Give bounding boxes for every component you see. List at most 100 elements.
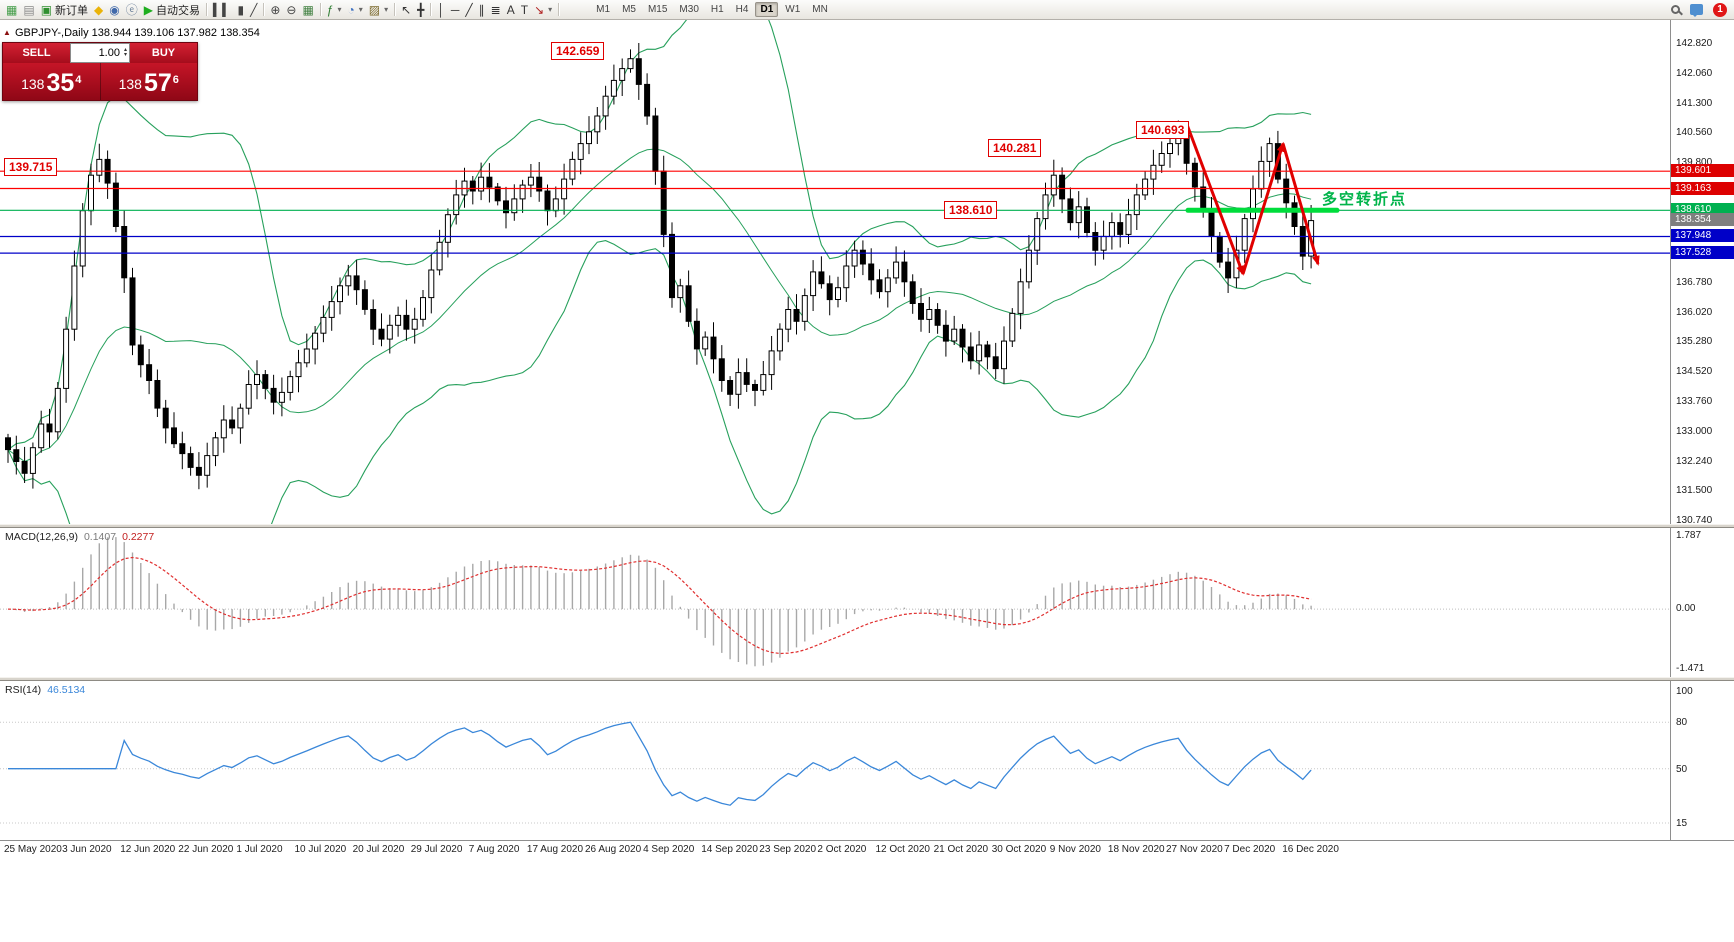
cursor-glyph: ↖ <box>401 2 412 17</box>
date-label: 30 Oct 2020 <box>991 844 1047 855</box>
options-icon[interactable]: ◉ <box>106 1 122 19</box>
crosshair-glyph: ╋ <box>417 2 425 17</box>
macd-axis-value: 1.787 <box>1676 530 1702 541</box>
zoom-out-glyph: ⊖ <box>286 2 297 17</box>
sell-price-sup: 4 <box>75 74 82 86</box>
horizontal-line-icon[interactable]: ─ <box>448 1 463 19</box>
price-chart[interactable] <box>0 20 1670 524</box>
toolbar-separator <box>319 3 321 16</box>
trendline-icon[interactable]: ╱ <box>462 1 475 19</box>
autotrade-button[interactable]: ▶ 自动交易 <box>141 1 203 19</box>
panel-separator[interactable] <box>0 677 1734 681</box>
sell-button[interactable]: SELL <box>3 43 70 63</box>
notification-badge[interactable]: 1 <box>1713 2 1727 17</box>
dropdown-arrow-icon[interactable]: ▾ <box>358 5 363 14</box>
dropdown-arrow-icon[interactable]: ▾ <box>384 5 389 14</box>
timeframe-d1[interactable]: D1 <box>755 2 779 17</box>
chart-candles-glyph: ▮ <box>237 2 245 17</box>
indicators-icon[interactable]: ƒ ▾ <box>324 1 345 19</box>
new-order-label: 新订单 <box>55 4 89 17</box>
rsi-panel: RSI(14) 46.5134 100 80 50 15 <box>0 681 1734 840</box>
chart-line-icon[interactable]: ╱ <box>247 1 260 19</box>
date-label: 18 Nov 2020 <box>1107 844 1165 855</box>
price-annotation[interactable]: 140.281 <box>988 139 1042 157</box>
timeframe-m5[interactable]: M5 <box>622 4 636 15</box>
timeframe-mn[interactable]: MN <box>812 4 828 15</box>
toolbar-items: ▦ ▤ ▣ 新订单 ◆ ◉ ⓔ ▶ 自动交易 ▍▍ ▮ ╱ ⊕ ⊖ ▦ ƒ ▾ ◔ ▾ ▨ ▾ ↖ ╋ │ ─ ╱ ∥ ≣ A T ↘ ▾ <box>3 1 562 19</box>
macd-value-main: 0.1407 <box>83 531 117 543</box>
volume-spinner[interactable]: ▴ ▾ <box>123 47 127 58</box>
panel-separator[interactable] <box>0 524 1734 528</box>
date-label: 21 Oct 2020 <box>933 844 989 855</box>
macd-axis[interactable]: 1.787 0.00 -1.471 <box>1670 528 1734 677</box>
timeframe-m1[interactable]: M1 <box>596 4 611 15</box>
zoom-in-icon[interactable]: ⊕ <box>267 1 283 19</box>
timeframe-m30[interactable]: M30 <box>679 4 699 15</box>
fibonacci-icon[interactable]: ≣ <box>488 1 504 19</box>
rsi-axis[interactable]: 100 80 50 15 <box>1670 681 1734 840</box>
equidistant-channel-icon[interactable]: ∥ <box>476 1 488 19</box>
price-tick: 132.240 <box>1676 455 1713 467</box>
date-label: 17 Aug 2020 <box>526 844 584 855</box>
rsi-axis-value: 15 <box>1676 817 1688 829</box>
price-tick: 136.020 <box>1676 306 1713 318</box>
price-line-tag: 139.601 <box>1671 164 1734 178</box>
cursor-icon[interactable]: ↖ <box>398 1 414 19</box>
date-label: 25 May 2020 <box>4 844 62 855</box>
zoom-out-icon[interactable]: ⊖ <box>283 1 299 19</box>
price-tick: 135.280 <box>1676 335 1713 347</box>
turning-point-note[interactable]: 多空转折点 <box>1322 191 1408 208</box>
new-chart-icon[interactable]: ▦ <box>3 1 20 19</box>
volume-input[interactable]: 1.00 ▴ ▾ <box>70 43 130 63</box>
text-icon[interactable]: A <box>504 1 518 19</box>
trendline-glyph: ╱ <box>465 2 473 17</box>
templates-icon[interactable]: ▨ ▾ <box>366 1 391 19</box>
crosshair-icon[interactable]: ╋ <box>414 1 427 19</box>
rsi-value: 46.5134 <box>47 684 86 696</box>
chat-icon[interactable] <box>1690 4 1703 17</box>
price-tick: 133.760 <box>1676 395 1713 407</box>
buy-price-main: 138 <box>118 76 142 92</box>
price-annotation[interactable]: 139.715 <box>4 158 58 176</box>
timeframe-w1[interactable]: W1 <box>785 4 801 15</box>
date-axis[interactable]: 25 May 2020 3 Jun 2020 12 Jun 2020 22 Jun 2… <box>0 840 1734 858</box>
new-order-button[interactable]: ▣ 新订单 <box>38 1 91 19</box>
buy-price[interactable]: 138 57 6 <box>99 63 198 100</box>
profiles-icon[interactable]: ▤ <box>20 1 37 19</box>
search-icon[interactable] <box>1671 5 1680 14</box>
periods-glyph: ◔ <box>347 2 355 17</box>
date-label: 3 Jun 2020 <box>62 844 112 855</box>
text-label-icon[interactable]: T <box>518 1 531 19</box>
timeframe-h4[interactable]: H4 <box>735 4 749 15</box>
chart-bars-icon[interactable]: ▍▍ <box>210 1 234 19</box>
macd-chart[interactable] <box>0 528 1670 677</box>
chart-candles-icon[interactable]: ▮ <box>234 1 247 19</box>
metaeditor-icon[interactable]: ◆ <box>91 1 106 19</box>
timeframe-m15[interactable]: M15 <box>647 4 668 15</box>
dropdown-arrow-icon[interactable]: ▾ <box>548 5 553 14</box>
panel-collapse-icon[interactable]: ▲ <box>3 28 11 37</box>
price-annotation[interactable]: 142.659 <box>551 42 605 60</box>
rsi-chart[interactable] <box>0 681 1670 840</box>
date-label: 9 Nov 2020 <box>1049 844 1101 855</box>
sell-price-big: 35 <box>46 69 75 97</box>
timeframe-group: M1 M5 M15 M30 H1 H4 D1 W1 MN <box>590 2 834 17</box>
vertical-line-icon[interactable]: │ <box>434 1 448 19</box>
buy-button[interactable]: BUY <box>130 43 197 63</box>
toolbar-separator <box>263 3 265 16</box>
main-price-axis[interactable]: 142.820 142.060 141.300 140.560 139.800 136.7… <box>1670 20 1734 524</box>
sell-price[interactable]: 138 35 4 <box>3 63 100 100</box>
profiles-glyph: ▤ <box>23 2 35 17</box>
tile-windows-icon[interactable]: ▦ <box>299 1 316 19</box>
price-annotation[interactable]: 140.693 <box>1136 121 1190 139</box>
periods-icon[interactable]: ◔ ▾ <box>344 1 365 19</box>
date-label: 23 Sep 2020 <box>759 844 817 855</box>
dropdown-arrow-icon[interactable]: ▾ <box>337 5 342 14</box>
community-icon[interactable]: ⓔ <box>123 1 141 19</box>
price-tick: 133.000 <box>1676 425 1713 437</box>
price-annotation[interactable]: 138.610 <box>944 201 998 219</box>
arrows-tool-icon[interactable]: ↘ ▾ <box>531 1 555 19</box>
options-glyph: ◉ <box>109 2 120 17</box>
price-tick: 141.300 <box>1676 98 1713 110</box>
timeframe-h1[interactable]: H1 <box>710 4 724 15</box>
